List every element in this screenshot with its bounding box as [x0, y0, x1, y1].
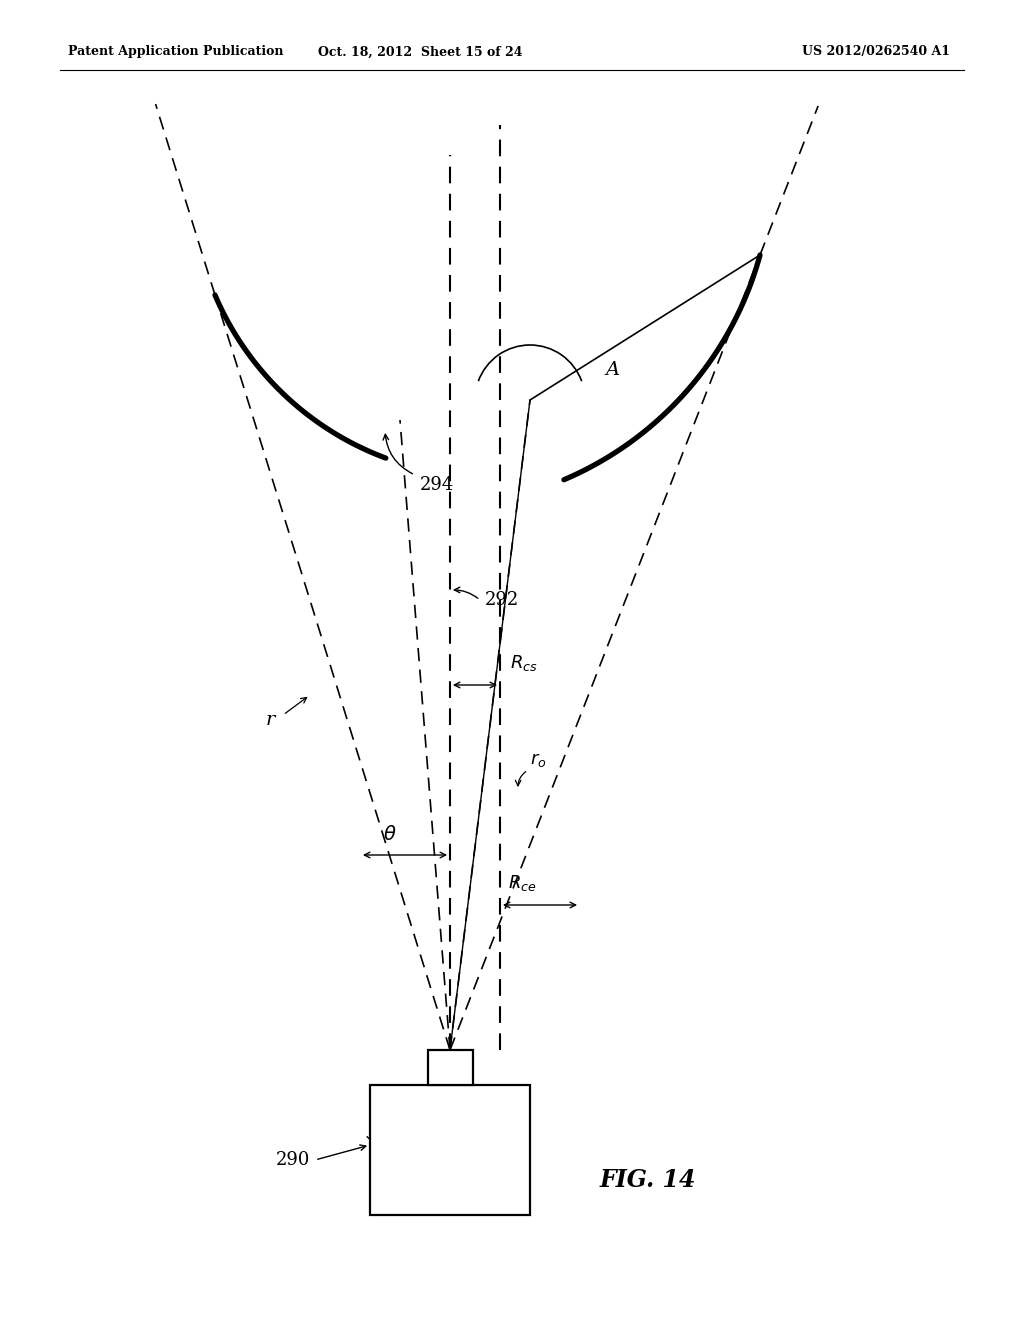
Text: US 2012/0262540 A1: US 2012/0262540 A1	[802, 45, 950, 58]
Text: 290: 290	[275, 1151, 310, 1170]
Text: Patent Application Publication: Patent Application Publication	[68, 45, 284, 58]
Text: $R_{cs}$: $R_{cs}$	[510, 653, 538, 673]
Text: 292: 292	[485, 591, 519, 609]
Text: Oct. 18, 2012  Sheet 15 of 24: Oct. 18, 2012 Sheet 15 of 24	[317, 45, 522, 58]
Text: FIG. 14: FIG. 14	[600, 1168, 696, 1192]
Bar	[428, 1049, 473, 1085]
Text: r: r	[265, 711, 274, 729]
Text: $R_{ce}$: $R_{ce}$	[508, 873, 537, 894]
Text: 294: 294	[420, 477, 455, 494]
Text: $\theta$: $\theta$	[383, 825, 396, 845]
Bar	[370, 1085, 530, 1214]
Text: $r_o$: $r_o$	[530, 751, 547, 770]
Text: A: A	[605, 360, 620, 379]
